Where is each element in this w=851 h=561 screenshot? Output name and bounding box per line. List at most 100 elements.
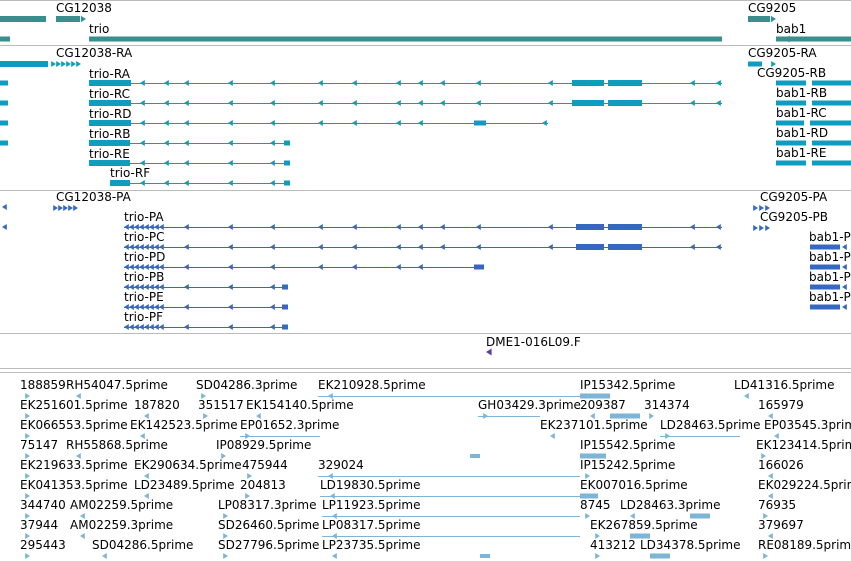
exon-block[interactable] (282, 284, 288, 290)
strand-arrow[interactable] (352, 100, 357, 106)
est-glyph[interactable] (610, 413, 640, 419)
strand-arrow[interactable] (318, 264, 323, 270)
strand-arrow[interactable] (396, 120, 401, 126)
strand-arrow[interactable] (270, 80, 275, 86)
strand-arrow[interactable] (63, 205, 68, 211)
strand-arrow[interactable] (184, 284, 189, 290)
est-glyph[interactable] (690, 513, 710, 519)
strand-arrow[interactable] (418, 120, 423, 126)
exon-block[interactable] (776, 160, 806, 166)
exon-block[interactable] (608, 80, 642, 86)
strand-arrow[interactable] (40, 15, 46, 23)
exon-block[interactable] (810, 244, 840, 250)
exon-block[interactable] (0, 120, 8, 126)
strand-arrow[interactable] (440, 224, 445, 230)
est-glyph[interactable] (256, 413, 261, 419)
strand-arrow[interactable] (759, 205, 764, 211)
est-glyph[interactable] (25, 393, 30, 399)
est-glyph[interactable] (25, 413, 30, 419)
strand-arrow[interactable] (270, 180, 275, 186)
est-glyph[interactable] (768, 533, 773, 539)
exon-block[interactable] (810, 304, 840, 310)
est-glyph[interactable] (247, 473, 252, 479)
est-glyph[interactable] (25, 453, 30, 459)
strand-arrow[interactable] (228, 264, 233, 270)
strand-arrow[interactable] (396, 80, 401, 86)
est-glyph[interactable] (580, 393, 610, 399)
strand-arrow[interactable] (318, 244, 323, 250)
est-glyph[interactable] (25, 433, 30, 439)
strand-arrow[interactable] (440, 244, 445, 250)
strand-arrow[interactable] (548, 80, 553, 86)
strand-arrow[interactable] (270, 244, 275, 250)
est-glyph[interactable] (774, 433, 779, 439)
gene-bab1[interactable] (776, 36, 851, 42)
est-glyph[interactable] (144, 493, 149, 499)
strand-arrow[interactable] (270, 160, 275, 166)
strand-arrow[interactable] (318, 224, 323, 230)
strand-arrow[interactable] (184, 120, 189, 126)
strand-arrow[interactable] (164, 160, 169, 166)
exon-block[interactable] (608, 244, 642, 250)
est-glyph[interactable] (763, 553, 768, 559)
strand-arrow[interactable] (56, 61, 61, 67)
est-glyph[interactable] (76, 393, 81, 399)
strand-arrow[interactable] (690, 244, 695, 250)
strand-arrow[interactable] (184, 140, 189, 146)
exon-block[interactable] (608, 100, 642, 106)
strand-arrow[interactable] (759, 225, 764, 231)
est-glyph[interactable] (480, 554, 490, 558)
strand-arrow[interactable] (690, 224, 695, 230)
strand-arrow[interactable] (228, 244, 233, 250)
strand-arrow[interactable] (270, 304, 275, 310)
strand-arrow[interactable] (716, 224, 721, 230)
strand-arrow[interactable] (270, 264, 275, 270)
strand-arrow[interactable] (184, 100, 189, 106)
strand-arrow[interactable] (753, 205, 758, 211)
strand-arrow[interactable] (270, 324, 275, 330)
est-glyph[interactable] (595, 533, 600, 539)
strand-arrow[interactable] (690, 80, 695, 86)
strand-arrow[interactable] (164, 100, 169, 106)
exon-block[interactable] (810, 284, 840, 290)
exon-block[interactable] (282, 304, 288, 310)
strand-arrow[interactable] (2, 204, 7, 210)
strand-arrow[interactable] (80, 15, 86, 23)
strand-arrow[interactable] (396, 224, 401, 230)
gene-cg12038-right[interactable] (56, 16, 80, 22)
strand-arrow[interactable] (418, 100, 423, 106)
strand-arrow[interactable] (58, 205, 63, 211)
strand-arrow[interactable] (270, 140, 275, 146)
strand-arrow[interactable] (228, 140, 233, 146)
strand-arrow[interactable] (352, 264, 357, 270)
strand-arrow[interactable] (140, 120, 145, 126)
exon-block[interactable] (812, 160, 851, 166)
est-glyph[interactable] (203, 413, 208, 419)
strand-arrow[interactable] (73, 205, 78, 211)
strand-arrow[interactable] (842, 264, 847, 270)
est-glyph[interactable] (76, 453, 81, 459)
strand-arrow[interactable] (842, 284, 847, 290)
est-glyph[interactable] (763, 513, 768, 519)
strand-arrow[interactable] (352, 224, 357, 230)
strand-arrow[interactable] (548, 244, 553, 250)
gene-left-edge[interactable] (0, 36, 10, 42)
strand-arrow[interactable] (2, 224, 7, 230)
strand-arrow[interactable] (71, 61, 76, 67)
strand-arrow[interactable] (542, 120, 547, 126)
strand-arrow[interactable] (140, 80, 145, 86)
strand-arrow[interactable] (68, 205, 73, 211)
strand-arrow[interactable] (53, 205, 58, 211)
exon-block[interactable] (776, 140, 806, 146)
strand-arrow[interactable] (440, 100, 445, 106)
est-glyph[interactable] (595, 553, 600, 559)
exon-block[interactable] (748, 61, 762, 67)
est-glyph[interactable] (585, 473, 590, 479)
strand-arrow[interactable] (228, 224, 233, 230)
strand-arrow[interactable] (228, 120, 233, 126)
strand-arrow[interactable] (164, 80, 169, 86)
est-glyph[interactable] (649, 413, 654, 419)
strand-arrow[interactable] (228, 180, 233, 186)
exon-block[interactable] (776, 80, 806, 86)
